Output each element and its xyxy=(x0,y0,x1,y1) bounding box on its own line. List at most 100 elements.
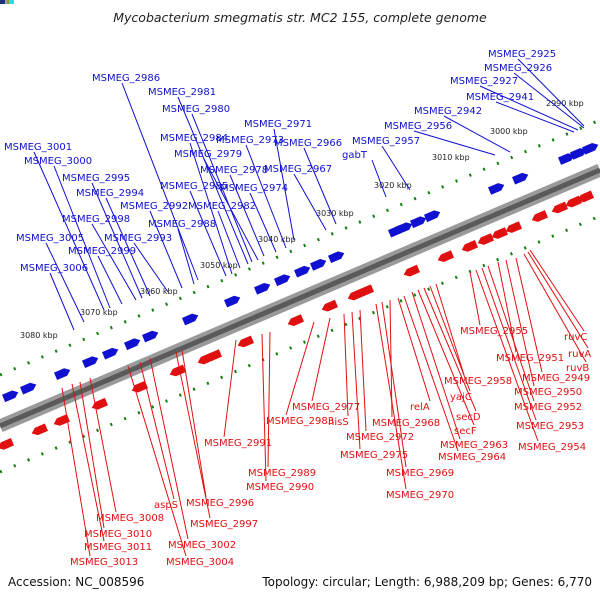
svg-text:MSMEG_2978: MSMEG_2978 xyxy=(200,165,268,176)
gene-feature-block xyxy=(0,0,5,4)
forward-gene-label[interactable]: MSMEG_2942 xyxy=(414,106,511,153)
forward-gene-label[interactable]: MSMEG_3005 xyxy=(16,233,85,323)
forward-gene-label[interactable]: MSMEG_2992 xyxy=(120,201,188,289)
forward-gene-label[interactable]: MSMEG_2986 xyxy=(92,73,199,281)
svg-text:MSMEG_2991: MSMEG_2991 xyxy=(204,438,272,449)
reverse-gene-label[interactable]: MSMEG_2953 xyxy=(481,267,584,432)
svg-text:MSMEG_2949: MSMEG_2949 xyxy=(522,373,590,384)
svg-text:MSMEG_2966: MSMEG_2966 xyxy=(274,138,342,149)
reverse-gene-label[interactable]: MSMEG_2997 xyxy=(175,351,258,530)
svg-text:MSMEG_2972: MSMEG_2972 xyxy=(346,432,414,443)
forward-gene-label[interactable]: MSMEG_3006 xyxy=(20,263,88,331)
svg-text:MSMEG_3011: MSMEG_3011 xyxy=(84,542,152,553)
forward-gene-arrow xyxy=(557,153,575,165)
reverse-gene-label[interactable]: relA xyxy=(397,297,431,413)
forward-gene-label[interactable]: MSMEG_2926 xyxy=(484,63,585,129)
reverse-gene-label[interactable]: MSMEG_2952 xyxy=(487,265,582,413)
reverse-gene-label[interactable]: MSMEG_2990 xyxy=(246,333,314,493)
forward-gene-arrow xyxy=(293,265,311,278)
reverse-gene-label[interactable]: MSMEG_3002 xyxy=(149,357,236,551)
forward-gene-label[interactable]: MSMEG_2971 xyxy=(244,119,312,241)
forward-gene-label[interactable]: MSMEG_2925 xyxy=(488,49,585,127)
reverse-gene-arrow xyxy=(321,299,339,312)
reverse-gene-label[interactable]: MSMEG_2969 xyxy=(381,301,454,479)
reverse-gene-label[interactable]: MSMEG_2951 xyxy=(496,261,564,364)
forward-gene-label[interactable]: MSMEG_2974 xyxy=(220,183,288,253)
reverse-gene-label[interactable]: MSMEG_2972 xyxy=(346,309,414,443)
svg-text:MSMEG_2984: MSMEG_2984 xyxy=(160,133,228,144)
forward-gene-label[interactable]: MSMEG_2981 xyxy=(148,87,249,265)
svg-text:MSMEG_2926: MSMEG_2926 xyxy=(484,63,552,74)
reverse-gene-label[interactable]: MSMEG_2958 xyxy=(435,283,512,387)
forward-gene-label[interactable]: MSMEG_3000 xyxy=(24,156,111,309)
svg-text:ruvA: ruvA xyxy=(568,349,591,360)
reverse-gene-arrow xyxy=(477,233,495,245)
forward-gene-label[interactable]: MSMEG_2927 xyxy=(450,76,579,131)
reverse-gene-label[interactable]: MSMEG_3013 xyxy=(61,387,138,568)
reverse-gene-label[interactable]: ruvA xyxy=(527,251,591,360)
svg-text:ruvC: ruvC xyxy=(564,332,587,343)
forward-gene-label[interactable]: MSMEG_2985 xyxy=(160,181,228,277)
kbp-tick-labels: 2990 kbp 3000 kbp 3010 kbp 3020 kbp 3030 kbp… xyxy=(20,99,584,340)
reverse-gene-label[interactable]: MSMEG_3008 xyxy=(89,377,164,524)
forward-gene-label[interactable]: MSMEG_2967 xyxy=(264,164,332,231)
reverse-gene-label[interactable]: MSMEG_2964 xyxy=(403,295,506,463)
svg-text:ruvB: ruvB xyxy=(566,363,589,374)
kbp-tick-label: 3020 kbp xyxy=(374,181,412,190)
kbp-tick-label: 3070 kbp xyxy=(80,308,118,317)
forward-gene-label[interactable]: MSMEG_2966 xyxy=(274,138,342,225)
reverse-gene-label[interactable]: MSMEG_2955 xyxy=(460,271,528,337)
reverse-gene-label[interactable]: secD xyxy=(423,287,481,423)
forward-gene-label[interactable]: MSMEG_2984 xyxy=(160,133,233,275)
reverse-gene-label[interactable]: MSMEG_2950 xyxy=(505,259,582,398)
svg-text:MSMEG_2963: MSMEG_2963 xyxy=(440,440,508,451)
reverse-gene-label[interactable]: MSMEG_2949 xyxy=(515,257,590,384)
svg-text:MSMEG_2993: MSMEG_2993 xyxy=(104,233,172,244)
reverse-gene-label[interactable]: MSMEG_2975 xyxy=(340,311,408,461)
forward-gene-arrow xyxy=(53,368,71,380)
reverse-gene-label[interactable]: ruvC xyxy=(529,249,587,343)
reverse-gene-label[interactable]: MSMEG_2954 xyxy=(475,269,586,453)
reverse-gene-label[interactable]: MSMEG_2963 xyxy=(411,291,508,451)
svg-text:MSMEG_2927: MSMEG_2927 xyxy=(450,76,518,87)
kbp-tick-label: 3040 kbp xyxy=(258,235,296,244)
reverse-gene-label[interactable]: MSMEG_2989 xyxy=(248,331,316,479)
forward-gene-label[interactable]: MSMEG_3001 xyxy=(4,142,105,311)
reverse-gene-label[interactable]: MSMEG_3010 xyxy=(79,381,152,540)
reverse-gene-label[interactable]: MSMEG_2970 xyxy=(375,303,454,501)
svg-text:MSMEG_2975: MSMEG_2975 xyxy=(340,450,408,461)
forward-gene-label[interactable]: MSMEG_2998 xyxy=(62,214,137,301)
reverse-gene-arrow xyxy=(565,195,583,208)
forward-gene-label[interactable]: MSMEG_2941 xyxy=(466,92,575,133)
reverse-gene-label[interactable]: aspS xyxy=(139,361,178,511)
forward-gene-label[interactable]: MSMEG_2978 xyxy=(200,165,268,257)
forward-gene-label[interactable]: MSMEG_2980 xyxy=(162,104,253,263)
forward-gene-label[interactable]: MSMEG_2973 xyxy=(216,135,287,249)
svg-text:aspS: aspS xyxy=(154,500,178,511)
forward-gene-label[interactable]: MSMEG_2995 xyxy=(62,173,143,299)
forward-gene-label[interactable]: MSMEG_2982 xyxy=(188,201,256,269)
forward-gene-label[interactable]: MSMEG_2957 xyxy=(352,136,420,191)
forward-gene-label[interactable]: MSMEG_2994 xyxy=(76,188,151,297)
forward-gene-label[interactable]: MSMEG_2993 xyxy=(104,233,172,293)
forward-gene-label[interactable]: MSMEG_2999 xyxy=(68,246,136,305)
reverse-gene-label[interactable]: MSMEG_3011 xyxy=(71,383,152,553)
forward-gene-label[interactable]: MSMEG_2956 xyxy=(384,121,496,156)
svg-text:MSMEG_2982: MSMEG_2982 xyxy=(188,201,256,212)
reverse-gene-label[interactable]: hisS xyxy=(328,313,349,428)
reverse-gene-label[interactable]: ruvB xyxy=(523,253,589,374)
reverse-gene-label[interactable]: MSMEG_3004 xyxy=(127,365,234,568)
forward-gene-label[interactable]: MSMEG_2988 xyxy=(148,219,216,285)
svg-text:MSMEG_2954: MSMEG_2954 xyxy=(518,442,586,453)
reverse-gene-label[interactable]: secF xyxy=(417,289,477,437)
svg-text:MSMEG_2964: MSMEG_2964 xyxy=(438,452,506,463)
forward-gene-arrow xyxy=(409,216,427,229)
reverse-gene-label[interactable]: MSMEG_2983 xyxy=(266,321,334,427)
reverse-gene-arrow xyxy=(91,397,109,410)
reverse-gene-label[interactable]: MSMEG_2991 xyxy=(204,339,272,449)
reverse-gene-label[interactable]: MSMEG_2977 xyxy=(292,317,360,413)
forward-gene-label[interactable]: gabT xyxy=(342,150,387,198)
reverse-gene-label[interactable]: yajC xyxy=(429,285,472,403)
reverse-gene-label[interactable]: MSMEG_2996 xyxy=(181,349,254,509)
